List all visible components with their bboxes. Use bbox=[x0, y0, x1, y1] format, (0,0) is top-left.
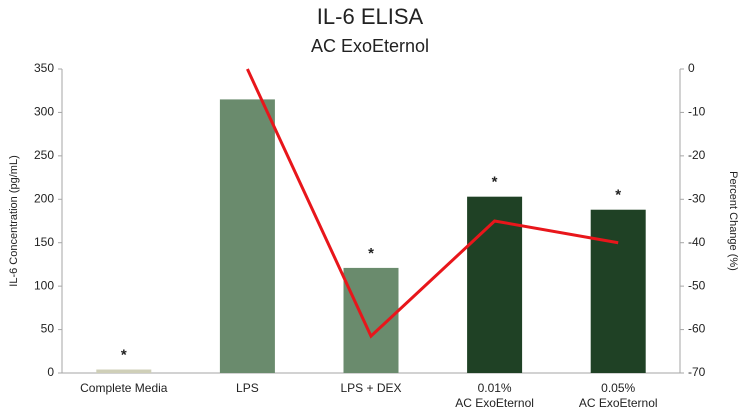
bar bbox=[219, 99, 275, 374]
significance-marker: * bbox=[121, 346, 127, 363]
y-tick-label: 350 bbox=[34, 61, 54, 75]
y-tick-label: 300 bbox=[34, 105, 54, 119]
significance-marker: * bbox=[615, 187, 621, 204]
chart-subtitle: AC ExoEternol bbox=[311, 36, 429, 56]
y2-tick-label: -10 bbox=[688, 105, 706, 119]
y-tick-label: 0 bbox=[47, 365, 54, 379]
y2-tick-label: -20 bbox=[688, 148, 706, 162]
y2-tick-label: -30 bbox=[688, 191, 706, 205]
y2-tick-label: -60 bbox=[688, 322, 706, 336]
y2-tick-label: 0 bbox=[688, 61, 695, 75]
x-tick-label: LPS bbox=[236, 381, 259, 395]
y2-tick-label: -50 bbox=[688, 278, 706, 292]
x-tick-label: Complete Media bbox=[80, 381, 168, 395]
y-tick-label: 150 bbox=[34, 235, 54, 249]
bar bbox=[343, 267, 399, 373]
bar bbox=[590, 209, 646, 373]
y2-tick-label: -70 bbox=[688, 365, 706, 379]
x-tick-label: 0.01% AC ExoEternol bbox=[455, 381, 534, 410]
x-tick-label: LPS + DEX bbox=[340, 381, 401, 395]
chart-title: IL-6 ELISA bbox=[317, 4, 424, 29]
significance-marker: * bbox=[492, 174, 498, 191]
line bbox=[246, 68, 619, 339]
y-tick-label: 100 bbox=[34, 278, 54, 292]
significance-marker: * bbox=[368, 245, 374, 262]
y2-axis-label: Percent Change (%) bbox=[727, 171, 739, 271]
y-tick-label: 250 bbox=[34, 148, 54, 162]
bar bbox=[96, 369, 152, 373]
y-tick-label: 50 bbox=[41, 322, 55, 336]
y-tick-label: 200 bbox=[34, 191, 54, 205]
y-axis-label: IL-6 Concentration (pg/mL) bbox=[8, 155, 20, 286]
x-tick-label: 0.05% AC ExoEternol bbox=[579, 381, 658, 410]
y2-tick-label: -40 bbox=[688, 235, 706, 249]
bar bbox=[467, 196, 523, 373]
